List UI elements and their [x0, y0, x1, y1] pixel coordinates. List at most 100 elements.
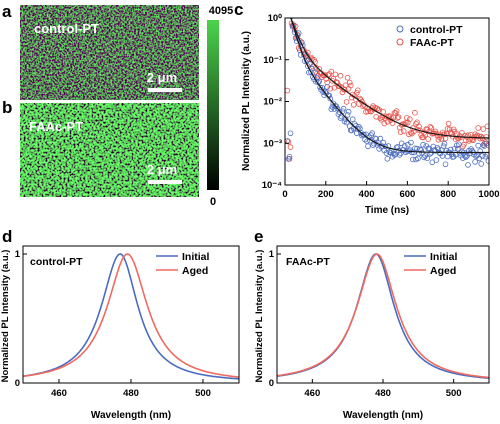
y-tick-label-d: 0 [15, 378, 20, 389]
x-axis-label-e: Wavelength (nm) [343, 410, 423, 421]
decay-point [445, 120, 452, 127]
x-tick-label-d: 500 [195, 388, 211, 399]
decay-point [377, 135, 384, 142]
panel-label-e: e [254, 227, 263, 246]
decay-point [427, 151, 434, 157]
decay-point [315, 79, 321, 86]
panel-label-d: d [2, 227, 12, 246]
decay-point [324, 79, 331, 86]
x-tick-label-e: 460 [304, 388, 320, 399]
colorbar: 4095 0 [207, 5, 233, 208]
fit-line-faac-pt [290, 18, 489, 139]
y-tick-label-c: 10⁻⁴ [262, 180, 283, 191]
decay-point [324, 84, 331, 90]
decay-point [422, 132, 428, 138]
decay-point [361, 131, 367, 138]
decay-point [344, 74, 351, 81]
colorbar-max-label: 4095 [209, 5, 233, 17]
decay-point [412, 145, 418, 152]
decay-point [440, 143, 447, 150]
decay-point [381, 120, 388, 127]
decay-point [345, 108, 352, 115]
decay-point [479, 153, 486, 159]
decay-point [420, 141, 426, 148]
legend-label-aged-e: Aged [430, 265, 456, 277]
legend-label-initial-e: Initial [430, 251, 458, 263]
panel-e: e 460 480 500 0 1 FAAc-PT Initial Aged Wavel… [254, 227, 490, 421]
decay-point [403, 115, 410, 121]
decay-point [397, 129, 404, 135]
decay-point [410, 156, 416, 163]
panel-label-c: c [234, 0, 243, 19]
y-tick-label-e: 0 [269, 378, 274, 389]
panel-label-b: b [2, 98, 12, 117]
decay-point [419, 150, 425, 156]
decay-point [340, 105, 347, 112]
legend-marker-control-pt [396, 25, 404, 33]
decay-point [472, 159, 478, 165]
decay-point [332, 71, 339, 78]
panel-a: a control-PT 2 μm [2, 2, 199, 100]
pl-map-a [20, 5, 199, 100]
panel-c: c 0 200 400 600 800 1000 10⁻⁴ 10⁻³ 10⁻² 10⁻¹ 10⁰ T… [234, 0, 500, 216]
decay-point [408, 130, 414, 136]
decay-point [406, 116, 413, 122]
x-tick-label-e: 480 [375, 388, 391, 399]
decay-point [480, 142, 487, 148]
decay-point [353, 90, 360, 96]
decay-point [400, 128, 407, 134]
x-tick-label-d: 460 [51, 388, 67, 399]
decay-point [308, 69, 314, 75]
decay-point [287, 144, 294, 150]
legend-d: Initial Aged [156, 251, 210, 277]
decay-data [285, 18, 489, 168]
decay-point [402, 149, 409, 156]
spectrum-line-aged-e [276, 253, 490, 379]
scalebar-b-label: 2 μm [147, 162, 177, 177]
decay-point [285, 87, 291, 94]
decay-point [299, 42, 306, 49]
panel-label-a: a [2, 2, 12, 21]
legend-label-initial-d: Initial [182, 251, 210, 263]
decay-point [370, 142, 376, 149]
decay-point [412, 109, 418, 116]
decay-point [398, 140, 405, 147]
pl-map-a-sample-label: control-PT [34, 21, 99, 36]
decay-point [442, 161, 449, 168]
decay-point [428, 125, 435, 131]
decay-point [384, 119, 391, 125]
decay-point [354, 87, 361, 94]
panel-d: d 460 480 500 0 1 control-PT Initial Aged Wa… [0, 227, 240, 421]
colorbar-gradient [207, 20, 219, 190]
scalebar-b [148, 180, 182, 184]
decay-point [424, 155, 431, 162]
x-tick-label-e: 500 [446, 388, 462, 399]
decay-point [394, 144, 401, 150]
y-tick-label-e: 1 [269, 249, 275, 260]
y-axis-label-d: Normalized PL Intensity (a.u.) [0, 250, 11, 383]
decay-point [463, 154, 469, 160]
panel-b: b FAAc-PT 2 μm [2, 98, 199, 197]
decay-point [462, 153, 468, 159]
decay-point [421, 154, 427, 161]
spectra-e [276, 253, 490, 379]
decay-point [444, 126, 451, 132]
decay-point [346, 79, 353, 86]
y-tick-label-c: 10⁰ [268, 13, 283, 24]
y-tick-label-c: 10⁻² [263, 97, 282, 108]
decay-point [337, 115, 344, 121]
decay-point [313, 64, 319, 71]
x-tick-label-c: 800 [440, 189, 456, 200]
decay-points-faac-pt [285, 20, 489, 162]
y-tick-label-c: 10⁻³ [263, 138, 282, 149]
decay-point [435, 137, 442, 143]
decay-point [459, 130, 465, 136]
decay-point [455, 141, 462, 148]
decay-point [327, 95, 334, 102]
decay-point [392, 151, 399, 158]
decay-point [408, 139, 414, 146]
decay-point [480, 126, 487, 132]
decay-point [465, 162, 471, 168]
axis-ticks-d: 460 480 500 0 1 [15, 249, 211, 399]
